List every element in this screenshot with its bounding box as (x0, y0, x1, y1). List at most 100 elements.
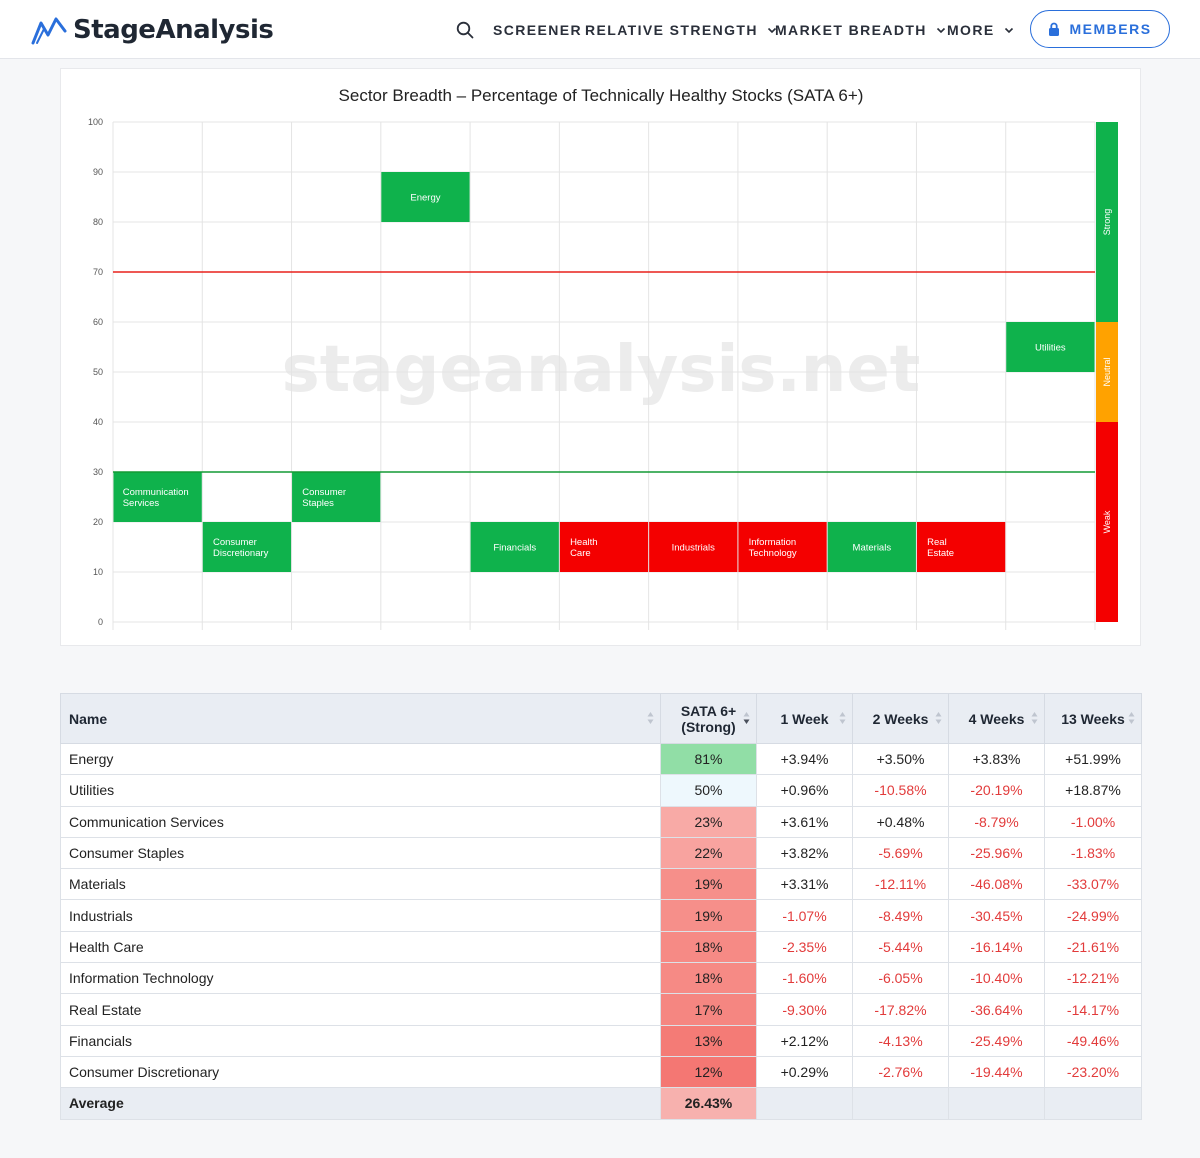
sector-box-label: Utilities (1035, 343, 1066, 354)
sector-name-cell: Energy (60, 742, 661, 776)
sector-breadth-table: Name SATA 6+ (Strong) 1 Week 2 Weeks (60, 693, 1142, 1120)
change-1-week-cell: +2.12% (756, 1024, 853, 1057)
change-2-weeks-cell: -5.44% (852, 930, 949, 964)
change-2-weeks-cell: -5.69% (852, 836, 949, 870)
change-1-week-cell: +0.29% (756, 1055, 853, 1089)
change-4-weeks-cell: -8.79% (948, 805, 1045, 838)
col-header-sata-line1: SATA 6+ (680, 702, 737, 719)
sector-box-label: Information (749, 537, 797, 548)
change-1-week-cell: +3.94% (756, 742, 853, 776)
nav-relative-strength[interactable]: RELATIVE STRENGTH (585, 22, 777, 38)
sector-name-cell: Financials (60, 1024, 661, 1057)
change-13-weeks-cell: -24.99% (1044, 899, 1142, 932)
sata-value-cell: 18% (660, 930, 757, 964)
change-4-weeks-cell: -19.44% (948, 1055, 1045, 1089)
members-button[interactable]: MEMBERS (1030, 10, 1170, 48)
change-4-weeks-cell: -16.14% (948, 930, 1045, 964)
chevron-down-icon (1004, 27, 1013, 33)
sector-box (381, 172, 470, 222)
change-2-weeks-cell: -10.58% (852, 774, 949, 807)
change-1-week-cell: +3.82% (756, 836, 853, 870)
sector-box (649, 522, 738, 572)
sector-name-cell: Utilities (60, 774, 661, 807)
chevron-down-icon (936, 27, 945, 33)
y-tick-label: 100 (88, 117, 103, 127)
sector-box-label: Financials (493, 543, 536, 554)
sector-box (113, 472, 202, 522)
change-2-weeks-cell: -2.76% (852, 1055, 949, 1089)
chevron-down-icon (767, 27, 776, 33)
nav-market-breadth-label: MARKET BREADTH (775, 21, 927, 38)
col-header-13-weeks-label: 13 Weeks (1061, 710, 1125, 727)
zone-bar (1096, 322, 1118, 422)
col-header-2-weeks[interactable]: 2 Weeks (852, 693, 949, 744)
nav-more[interactable]: MORE (947, 22, 1014, 38)
change-1-week-cell: +3.61% (756, 805, 853, 838)
brand-logo[interactable]: StageAnalysis (31, 12, 274, 48)
table-row[interactable]: Health Care 18% -2.35% -5.44% -16.14% -21.61% (60, 930, 1142, 964)
change-1-week-cell: +3.31% (756, 868, 853, 901)
search-icon (456, 21, 474, 38)
sector-name-cell: Consumer Staples (60, 836, 661, 870)
table-row[interactable]: Industrials 19% -1.07% -8.49% -30.45% -24.99% (60, 899, 1142, 932)
sector-box-label: Services (123, 498, 160, 509)
nav-screener[interactable]: SCREENER (493, 21, 582, 38)
sector-box-label: Communication (123, 487, 189, 498)
table-average-row: Average 26.43% (60, 1087, 1142, 1120)
table-row[interactable]: Information Technology 18% -1.60% -6.05% -10… (60, 962, 1142, 995)
sector-box-label: Technology (749, 548, 797, 559)
sort-icon (647, 712, 654, 724)
change-13-weeks-cell: -49.46% (1044, 1024, 1142, 1057)
change-4-weeks-cell: -25.96% (948, 836, 1045, 870)
y-tick-label: 70 (93, 267, 103, 277)
y-tick-label: 90 (93, 167, 103, 177)
lock-icon (1049, 22, 1060, 36)
table-row[interactable]: Real Estate 17% -9.30% -17.82% -36.64% -14.17… (60, 993, 1142, 1026)
col-header-name[interactable]: Name (60, 693, 661, 744)
y-tick-label: 0 (98, 617, 103, 627)
table-row[interactable]: Utilities 50% +0.96% -10.58% -20.19% +18.87% (60, 774, 1142, 807)
y-tick-label: 30 (93, 467, 103, 477)
table-row[interactable]: Consumer Staples 22% +3.82% -5.69% -25.96% -1… (60, 836, 1142, 870)
sector-box-label: Health (570, 537, 597, 548)
chart-canvas: Sector Breadth – Percentage of Technical… (88, 86, 1118, 630)
search-button[interactable] (455, 0, 475, 59)
col-header-4-weeks[interactable]: 4 Weeks (948, 693, 1045, 744)
sata-value-cell: 13% (660, 1024, 757, 1057)
table-row[interactable]: Consumer Discretionary 12% +0.29% -2.76% -19… (60, 1055, 1142, 1089)
sata-value-cell: 12% (660, 1055, 757, 1089)
sector-name-cell: Consumer Discretionary (60, 1055, 661, 1089)
sector-box (202, 522, 292, 572)
table-row[interactable]: Energy 81% +3.94% +3.50% +3.83% +51.99% (60, 742, 1142, 776)
sector-box-label: Care (570, 548, 591, 559)
average-label: Average (60, 1087, 661, 1120)
col-header-4-weeks-label: 4 Weeks (968, 710, 1025, 727)
change-2-weeks-cell: -6.05% (852, 962, 949, 995)
table-row[interactable]: Financials 13% +2.12% -4.13% -25.49% -49.46% (60, 1024, 1142, 1057)
chart-watermark: stageanalysis.net (282, 333, 921, 407)
sata-value-cell: 19% (660, 899, 757, 932)
sata-value-cell: 19% (660, 868, 757, 901)
sector-box-label: Materials (853, 543, 892, 554)
col-header-sata[interactable]: SATA 6+ (Strong) (660, 693, 757, 744)
change-1-week-cell: -1.60% (756, 962, 853, 995)
sector-box (1006, 322, 1095, 372)
change-4-weeks-cell: -10.40% (948, 962, 1045, 995)
zone-label: Neutral (1102, 357, 1112, 386)
sata-value-cell: 81% (660, 742, 757, 776)
table-row[interactable]: Materials 19% +3.31% -12.11% -46.08% -33.07% (60, 868, 1142, 901)
empty-cell (756, 1087, 853, 1120)
chart-title: Sector Breadth – Percentage of Technical… (339, 86, 864, 105)
table-row[interactable]: Communication Services 23% +3.61% +0.48% -8.… (60, 805, 1142, 838)
change-4-weeks-cell: -36.64% (948, 993, 1045, 1026)
sector-box-label: Discretionary (213, 548, 269, 559)
change-2-weeks-cell: +3.50% (852, 742, 949, 776)
sector-breadth-chart: Sector Breadth – Percentage of Technical… (60, 68, 1141, 646)
sector-name-cell: Real Estate (60, 993, 661, 1026)
col-header-13-weeks[interactable]: 13 Weeks (1044, 693, 1142, 744)
y-tick-label: 10 (93, 567, 103, 577)
zone-bar (1096, 122, 1118, 322)
nav-market-breadth[interactable]: MARKET BREADTH (775, 22, 946, 38)
brand-name: StageAnalysis (73, 15, 274, 45)
col-header-1-week[interactable]: 1 Week (756, 693, 853, 744)
